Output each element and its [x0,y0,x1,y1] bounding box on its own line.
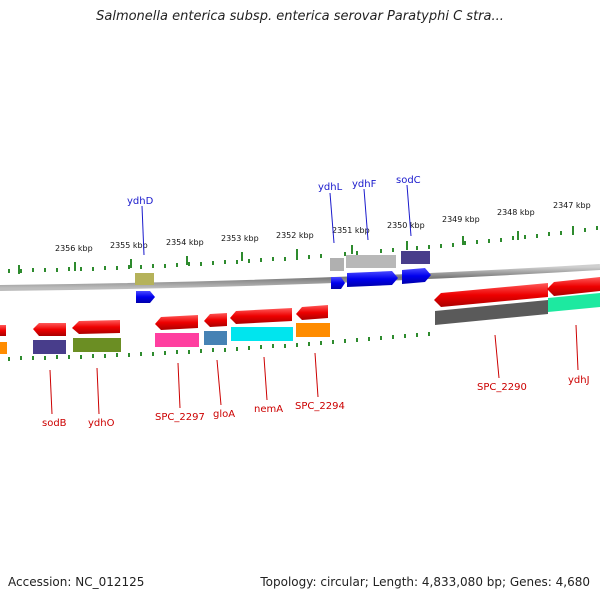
gene-nemA-cog [231,327,293,341]
scale-labels: 2356 kbp 2355 kbp 2354 kbp 2353 kbp 2352… [55,201,591,253]
major-ticks [18,226,574,274]
tick-label: 2350 kbp [387,221,425,230]
tick-label: 2351 kbp [332,226,370,235]
gene-ydhO-cog [73,338,121,352]
gene-ydhL-cog [330,258,344,271]
gene-left-partial [0,325,6,336]
tick-label: 2356 kbp [55,244,93,253]
gene-label-ydhO: ydhO [88,418,115,429]
gene-SPC_2290-cog [435,300,548,325]
gene-SPC_2297-arrow [155,315,198,330]
gene-label-ydhF: ydhF [352,179,377,190]
gene-sodC-cog [401,251,430,264]
tick-label: 2353 kbp [221,234,259,243]
gene-gloA-arrow [204,313,227,327]
tick-label: 2347 kbp [553,201,591,210]
gene-ydhF-arrow [347,271,398,287]
gene-label-ydhD: ydhD [127,196,154,207]
gene-label-sodB: sodB [42,418,67,429]
gene-SPC_2297-cog [155,333,199,347]
tick-label: 2352 kbp [276,231,314,240]
gene-ydhJ-cog [548,293,600,312]
tick-label: 2348 kbp [497,208,535,217]
tick-label: 2355 kbp [110,241,148,250]
gene-sodB-arrow [33,323,66,336]
gene-label-nemA: nemA [254,404,283,415]
gene-ydhD-cog [135,273,154,285]
gene-label-SPC_2290: SPC_2290 [477,382,527,393]
gene-ydhO-arrow [72,320,120,334]
bottom-tick-track [8,332,430,361]
genome-summary: Topology: circular; Length: 4,833,080 bp… [260,575,590,589]
tick-label: 2349 kbp [442,215,480,224]
gene-label-SPC_2297: SPC_2297 [155,412,205,423]
gene-label-SPC_2294: SPC_2294 [295,401,345,412]
accession-label: Accession: NC_012125 [8,575,145,589]
gene-ydhD-arrow [136,291,155,303]
gene-left-partial-cog [0,342,7,354]
gene-gloA-cog [204,331,227,345]
gene-ydhF-cog [346,255,396,268]
tick-label: 2354 kbp [166,238,204,247]
gene-label-gloA: gloA [213,409,235,420]
map-title: Salmonella enterica subsp. enterica sero… [96,9,504,24]
gene-label-ydhJ: ydhJ [568,375,590,386]
gene-sodB-cog [33,340,66,354]
gene-label-ydhL: ydhL [318,182,343,193]
gene-SPC_2294-cog [296,323,330,337]
gene-label-sodC: sodC [396,175,421,186]
gene-SPC_2290-arrow [434,283,548,307]
gene-nemA-arrow [230,308,292,324]
gene-SPC_2294-arrow [296,305,328,320]
gene-ydhJ-arrow [547,277,600,296]
genome-backbone [0,264,600,291]
gene-ydhL-arrow [331,277,345,289]
gene-sodC-arrow [402,268,431,284]
